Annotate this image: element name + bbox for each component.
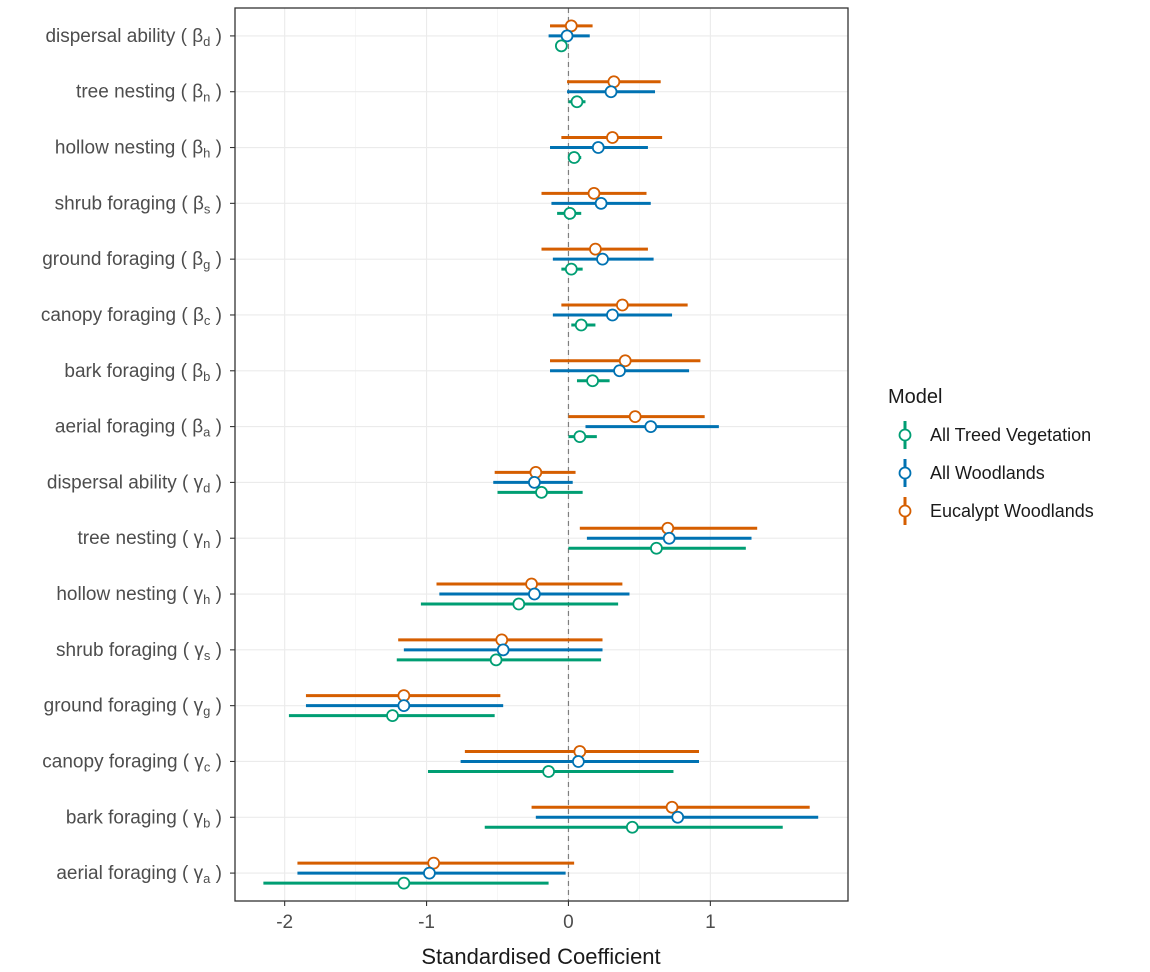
x-tick-label: -1 <box>418 912 435 933</box>
y-tick-label: tree nesting ( γn ) <box>77 528 222 551</box>
point-estimate <box>528 587 541 601</box>
y-tick-label: tree nesting ( βn ) <box>76 82 222 105</box>
point-estimate <box>574 318 588 332</box>
series-eucalypt-woodlands <box>297 19 810 870</box>
y-tick-label: dispersal ability ( βd ) <box>45 26 222 49</box>
legend-item-all-woodlands: All Woodlands <box>898 459 1045 487</box>
legend-key-point <box>898 428 912 442</box>
x-axis-label: Standardised Coefficient <box>421 944 660 969</box>
y-tick-label: ground foraging ( γg ) <box>44 696 222 719</box>
point-estimate <box>606 131 619 144</box>
point-estimate <box>662 531 676 545</box>
point-estimate <box>570 95 584 109</box>
point-estimate <box>615 298 629 312</box>
point-estimate <box>586 374 599 388</box>
point-estimate <box>604 85 618 99</box>
point-estimate <box>496 643 510 657</box>
point-estimate <box>528 476 541 489</box>
point-estimate <box>613 364 626 378</box>
y-tick-label: shrub foraging ( γs ) <box>56 640 222 663</box>
point-estimate <box>628 410 642 423</box>
series-all-woodlands <box>297 29 819 880</box>
point-estimate <box>386 709 399 723</box>
series-all-treed-vegetation <box>263 39 783 890</box>
point-estimate <box>644 420 658 433</box>
panel-background <box>235 8 848 901</box>
point-estimate <box>563 206 577 220</box>
legend-key-point <box>898 504 912 518</box>
point-estimate <box>489 653 503 667</box>
point-estimate <box>606 308 619 322</box>
y-tick-label: dispersal ability ( γd ) <box>47 472 222 495</box>
x-tick-label: 0 <box>563 912 574 933</box>
point-estimate <box>535 486 548 499</box>
y-tick-label: aerial foraging ( βa ) <box>55 417 222 440</box>
y-tick-label: bark foraging ( γb ) <box>66 807 222 830</box>
point-estimate <box>554 39 568 53</box>
legend-label: Eucalypt Woodlands <box>930 501 1094 521</box>
y-tick-label: hollow nesting ( γh ) <box>56 584 222 607</box>
point-estimate <box>567 151 581 164</box>
point-estimate <box>618 354 632 368</box>
point-estimate <box>594 196 608 210</box>
point-estimate <box>591 141 605 154</box>
point-estimate <box>589 242 602 256</box>
point-estimate <box>397 876 411 890</box>
point-estimate <box>571 755 585 768</box>
point-estimate <box>596 252 609 266</box>
plot-panel <box>234 7 849 902</box>
point-estimate <box>564 262 578 276</box>
y-tick-label: bark foraging ( βb ) <box>64 361 222 384</box>
x-tick-label: 1 <box>705 912 716 933</box>
series-layer <box>263 19 819 890</box>
panel-border <box>234 7 849 902</box>
y-axis: dispersal ability ( βd ) tree nesting ( β… <box>41 26 235 886</box>
point-estimate <box>512 597 526 611</box>
legend-title: Model <box>888 386 942 408</box>
point-estimate <box>542 765 555 778</box>
legend-label: All Treed Vegetation <box>930 425 1091 445</box>
y-tick-label: aerial foraging ( γa ) <box>56 863 222 886</box>
legend-item-eucalypt-woodlands: Eucalypt Woodlands <box>898 497 1094 525</box>
point-estimate <box>650 541 663 555</box>
x-axis: -2 -1 0 1 <box>276 901 716 933</box>
point-estimate <box>665 800 679 814</box>
point-estimate <box>423 866 436 880</box>
legend: Model All Treed Vegetation All Woodlands E… <box>888 386 1094 525</box>
point-estimate <box>625 820 639 834</box>
y-tick-label: canopy foraging ( γc ) <box>42 751 222 774</box>
y-tick-label: shrub foraging ( βs ) <box>55 193 222 216</box>
y-tick-label: ground foraging ( βg ) <box>42 249 222 272</box>
legend-label: All Woodlands <box>930 463 1045 483</box>
point-estimate <box>573 430 587 443</box>
point-estimate <box>397 699 411 713</box>
y-tick-label: canopy foraging ( βc ) <box>41 305 222 328</box>
x-tick-label: -2 <box>276 912 293 933</box>
legend-items: All Treed Vegetation All Woodlands Eucalyp… <box>898 421 1094 525</box>
legend-item-all-treed-vegetation: All Treed Vegetation <box>898 421 1091 449</box>
point-estimate <box>587 186 601 200</box>
legend-key-point <box>898 466 912 480</box>
point-estimate <box>560 29 574 43</box>
y-tick-label: hollow nesting ( βh ) <box>55 138 222 161</box>
point-estimate <box>671 810 685 824</box>
